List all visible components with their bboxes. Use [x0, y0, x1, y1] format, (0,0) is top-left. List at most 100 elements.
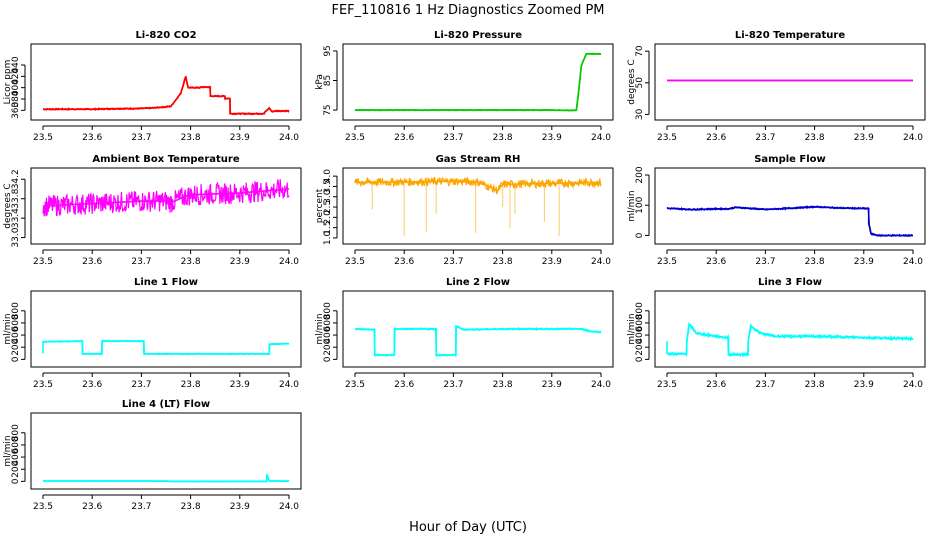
x-tick-label: 23.8 [181, 380, 201, 390]
panel-title: Ambient Box Temperature [92, 154, 239, 165]
x-tick-label: 23.9 [230, 380, 250, 390]
x-tick-label: 24.0 [279, 380, 299, 390]
x-tick-label: 23.5 [345, 133, 365, 143]
x-tick-label: 24.0 [903, 380, 923, 390]
plot-frame [30, 290, 302, 368]
figure-title: FEF_110816 1 Hz Diagnostics Zoomed PM [331, 3, 604, 18]
series-steps [354, 324, 602, 356]
y-tick-label: 800 [635, 302, 645, 319]
x-tick-label: 23.8 [181, 502, 201, 512]
x-tick-label: 23.7 [443, 380, 463, 390]
x-tick-label: 23.8 [493, 380, 513, 390]
x-tick-label: 23.8 [493, 257, 513, 267]
y-tick-label: 600 [323, 314, 333, 331]
y-tick-label: 0 [635, 232, 645, 238]
x-tick-label: 23.6 [82, 257, 102, 267]
panel-title: Line 2 Flow [446, 277, 510, 288]
y-tick-label: 380 [11, 90, 21, 107]
panel-title: Li-820 Temperature [735, 30, 845, 41]
x-tick-label: 23.5 [657, 257, 677, 267]
y-tick-label: 440 [11, 56, 21, 73]
y-tick-label: 360 [11, 101, 21, 118]
y-tick-label: 400 [323, 326, 333, 343]
y-axis-label: ml/min [3, 313, 13, 344]
plot-frame [342, 290, 614, 368]
panel-title: Li-820 Pressure [434, 30, 522, 41]
panel-title: Sample Flow [754, 154, 826, 165]
x-tick-label: 23.9 [854, 133, 874, 143]
panel-2: Li-820 Pressure kPa 23.5 23.6 23.7 23.8 23.9 24… [315, 30, 614, 143]
y-tick-label: 0 [11, 356, 21, 362]
x-tick-label: 23.8 [181, 257, 201, 267]
x-tick-label: 23.6 [706, 257, 726, 267]
y-axis-label: degrees C [627, 59, 637, 104]
x-tick-label: 23.7 [755, 133, 775, 143]
y-tick-label: 600 [11, 314, 21, 331]
series-line [42, 179, 290, 217]
y-tick-label: 400 [11, 448, 21, 465]
plot-frame [30, 167, 302, 245]
x-tick-label: 24.0 [279, 502, 299, 512]
y-tick-label: 4.0 [323, 169, 333, 184]
y-axis-label: ml/min [3, 435, 13, 466]
x-tick-label: 23.7 [131, 133, 151, 143]
y-tick-label: 33.0 [11, 227, 21, 247]
y-tick-label: 800 [11, 424, 21, 441]
y-tick-label: 33.4 [11, 208, 21, 228]
x-tick-label: 23.9 [854, 380, 874, 390]
x-tick-label: 23.9 [542, 257, 562, 267]
panel-title: Line 1 Flow [134, 277, 198, 288]
x-tick-label: 23.6 [706, 133, 726, 143]
y-axis-label: degrees C [3, 183, 13, 228]
plot-frame [654, 43, 926, 121]
plot-frame [342, 167, 614, 245]
x-tick-label: 23.6 [82, 133, 102, 143]
series-line [354, 52, 602, 112]
x-tick-label: 24.0 [903, 133, 923, 143]
series-steps [42, 188, 290, 207]
x-tick-label: 23.5 [33, 380, 53, 390]
y-tick-label: 95 [323, 45, 333, 56]
panel-4: Ambient Box Temperature degrees C 23.5 23.6… [3, 154, 302, 267]
panel-9: Line 3 Flow ml/min 23.5 23.6 23.7 23.8 23.9 24.… [627, 277, 926, 390]
x-tick-label: 23.9 [230, 502, 250, 512]
y-axis-label: ml/min [315, 313, 325, 344]
x-tick-label: 23.6 [394, 257, 414, 267]
y-tick-label: 420 [11, 67, 21, 84]
y-tick-label: 70 [635, 45, 645, 57]
series-steps [355, 53, 601, 112]
x-tick-label: 23.9 [854, 257, 874, 267]
y-tick-label: 3.5 [323, 179, 333, 193]
panel-title: Line 4 (LT) Flow [122, 399, 210, 410]
x-tick-label: 24.0 [591, 257, 611, 267]
y-tick-label: 200 [323, 338, 333, 355]
x-tick-label: 24.0 [279, 257, 299, 267]
panel-6: Sample Flow ml/min 23.5 23.6 23.7 23.8 23.9 24.… [627, 154, 926, 267]
x-tick-label: 23.5 [345, 380, 365, 390]
series-steps [43, 76, 289, 115]
y-axis-label: Licor ppm [3, 60, 13, 105]
y-axis-label: ml/min [627, 190, 637, 221]
plot-frame [30, 412, 302, 490]
series-line [42, 339, 290, 356]
panel-3: Li-820 Temperature degrees C 23.5 23.6 23.7 2… [627, 30, 926, 143]
series-line [355, 325, 602, 358]
series-steps [666, 205, 913, 237]
x-tick-label: 23.7 [443, 257, 463, 267]
y-tick-label: 200 [11, 338, 21, 355]
plot-frame [342, 43, 614, 121]
y-axis-label: ml/min [627, 313, 637, 344]
series-line [666, 323, 914, 358]
y-axis-label: percent [315, 188, 325, 223]
y-tick-label: 0 [635, 356, 645, 362]
panel-title: Li-820 CO2 [135, 30, 196, 41]
series-steps [42, 340, 290, 355]
x-tick-label: 23.7 [131, 257, 151, 267]
x-tick-label: 23.7 [755, 380, 775, 390]
plot-frame [30, 43, 302, 121]
y-tick-label: 3.0 [323, 189, 333, 204]
series-steps [666, 322, 914, 356]
panel-grid: Li-820 CO2 Licor ppm 23.5 23.6 23.7 23.8 23.9 2… [3, 30, 926, 512]
x-tick-label: 23.6 [82, 502, 102, 512]
